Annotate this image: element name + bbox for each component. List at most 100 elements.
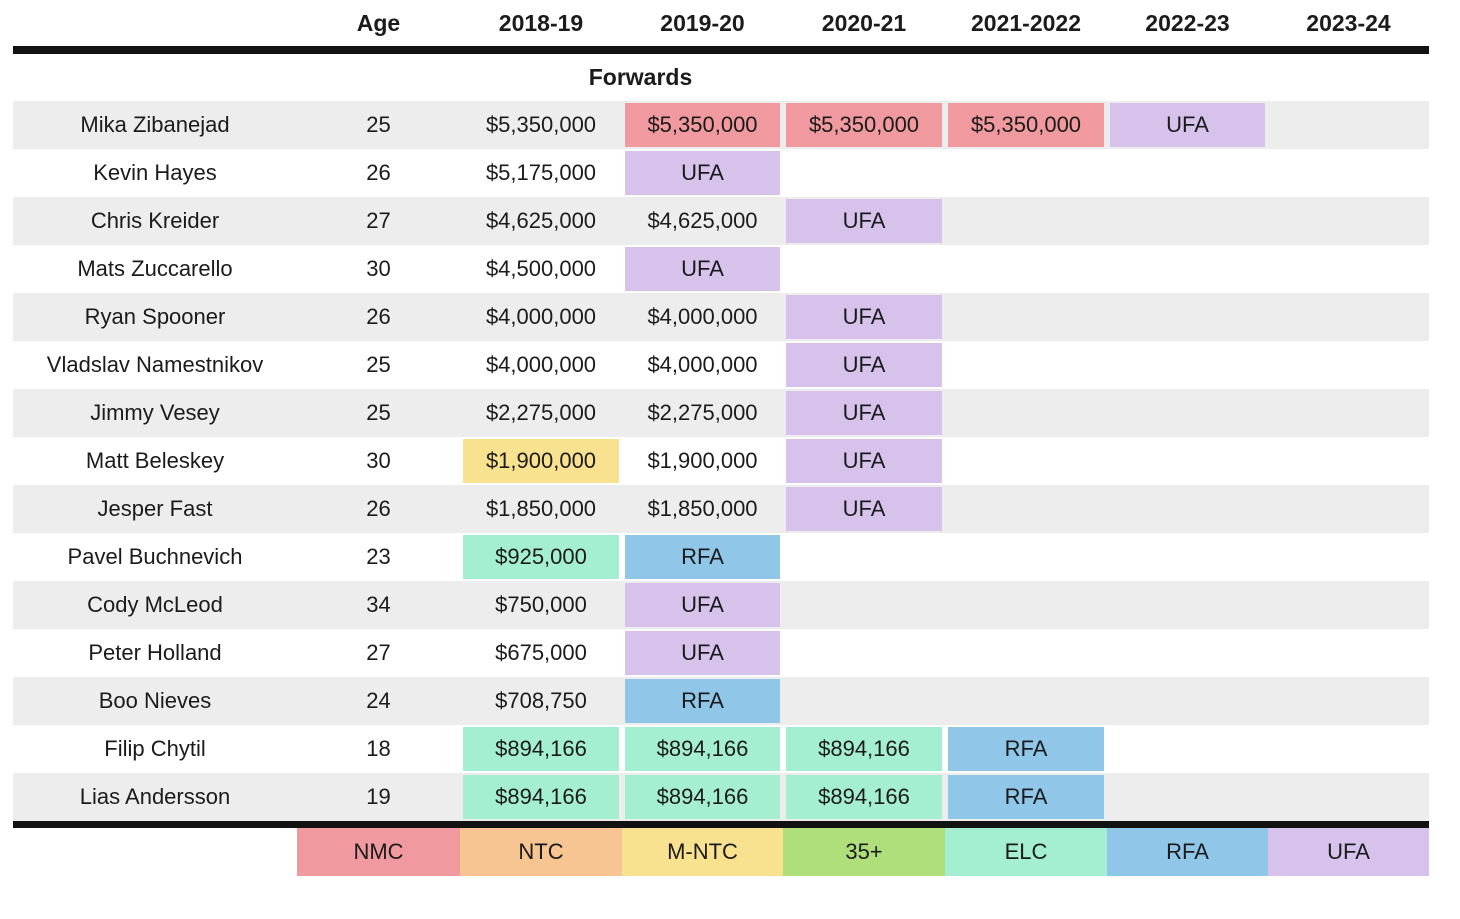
legend-item: M-NTC	[622, 828, 783, 876]
contract-cell: $4,625,000	[622, 197, 783, 245]
player-row: Cody McLeod 34 $750,000 UFA	[13, 581, 1429, 629]
contract-value: $4,500,000	[485, 256, 597, 281]
contract-cell: UFA	[783, 389, 945, 437]
section-row: Forwards	[13, 50, 1429, 101]
player-row: Vladslav Namestnikov 25 $4,000,000 $4,000,0…	[13, 341, 1429, 389]
player-age: 30	[366, 448, 391, 473]
contract-value: $925,000	[463, 535, 619, 579]
contract-cell: $1,900,000	[460, 437, 622, 485]
contract-cell: $5,350,000	[783, 101, 945, 149]
contract-cell: UFA	[622, 149, 783, 197]
player-row: Kevin Hayes 26 $5,175,000 UFA	[13, 149, 1429, 197]
contract-value: $894,166	[786, 727, 942, 771]
player-age: 25	[366, 352, 391, 377]
player-age: 26	[366, 496, 391, 521]
contract-cell	[1268, 485, 1429, 533]
contract-cell: $894,166	[460, 725, 622, 773]
player-row: Pavel Buchnevich 23 $925,000 RFA	[13, 533, 1429, 581]
contract-cell	[1268, 389, 1429, 437]
player-name: Chris Kreider	[90, 208, 220, 233]
contract-cell	[945, 629, 1107, 677]
status-pill: UFA	[786, 391, 942, 435]
contract-cell	[1107, 485, 1268, 533]
contract-cell: UFA	[1107, 101, 1268, 149]
contract-cell	[1268, 293, 1429, 341]
player-row: Chris Kreider 27 $4,625,000 $4,625,000 UFA	[13, 197, 1429, 245]
player-age: 27	[366, 208, 391, 233]
contract-cell	[1268, 629, 1429, 677]
contract-cell	[783, 677, 945, 725]
column-header: Age	[297, 0, 460, 54]
contract-cell	[783, 581, 945, 629]
contract-cell: $4,625,000	[460, 197, 622, 245]
status-pill: UFA	[625, 151, 780, 195]
legend-cell: 35+	[783, 825, 945, 876]
player-age: 30	[366, 256, 391, 281]
contract-value: $675,000	[495, 640, 587, 665]
contract-cell	[1107, 245, 1268, 293]
contract-cell: UFA	[622, 581, 783, 629]
contract-cell	[1268, 149, 1429, 197]
contract-cell: $750,000	[460, 581, 622, 629]
contract-value: $1,900,000	[463, 439, 619, 483]
contract-cell	[783, 149, 945, 197]
contract-cell	[1268, 773, 1429, 828]
contract-cell	[1107, 725, 1268, 773]
legend-cell: ELC	[945, 825, 1107, 876]
player-row: Mika Zibanejad 25 $5,350,000 $5,350,000 $5,3…	[13, 101, 1429, 149]
status-pill: UFA	[1110, 103, 1265, 147]
contract-cell: $2,275,000	[460, 389, 622, 437]
player-name: Jesper Fast	[97, 496, 213, 521]
player-name: Vladslav Namestnikov	[46, 352, 264, 377]
column-header: 2019-20	[622, 0, 783, 54]
status-pill: UFA	[786, 487, 942, 531]
contract-cell: RFA	[945, 725, 1107, 773]
contract-cell	[1107, 581, 1268, 629]
player-name: Ryan Spooner	[84, 304, 226, 329]
player-age: 25	[366, 400, 391, 425]
contract-cell: $4,000,000	[622, 293, 783, 341]
legend-item: NMC	[297, 828, 460, 876]
contract-cell: $4,000,000	[460, 293, 622, 341]
contract-cell	[1268, 341, 1429, 389]
player-name: Boo Nieves	[98, 688, 212, 713]
contract-cell: RFA	[622, 677, 783, 725]
status-pill: RFA	[948, 727, 1104, 771]
contract-cell	[1268, 101, 1429, 149]
player-age: 18	[366, 736, 391, 761]
contract-cell: $1,850,000	[622, 485, 783, 533]
contract-cell: RFA	[945, 773, 1107, 828]
contract-cell: UFA	[783, 197, 945, 245]
players-body: Mika Zibanejad 25 $5,350,000 $5,350,000 $5,3…	[13, 101, 1429, 828]
player-name: Mika Zibanejad	[80, 112, 230, 137]
contract-cell: $2,275,000	[622, 389, 783, 437]
contract-cell	[945, 485, 1107, 533]
legend-item: NTC	[460, 828, 622, 876]
contract-cell	[1268, 245, 1429, 293]
player-name: Lias Andersson	[13, 773, 297, 828]
player-name: Pavel Buchnevich	[67, 544, 243, 569]
player-name: Filip Chytil	[104, 736, 206, 761]
contract-value: $708,750	[495, 688, 587, 713]
contract-cell	[945, 197, 1107, 245]
cap-table: Age 2018-19 2019-20 2020-21 2021-2022 2022-23…	[13, 0, 1429, 876]
legend-item: RFA	[1107, 828, 1268, 876]
contract-cell: $894,166	[783, 725, 945, 773]
contract-value: $894,166	[463, 727, 619, 771]
contract-value: $894,166	[625, 775, 780, 818]
contract-cell: $1,900,000	[622, 437, 783, 485]
contract-cell	[783, 245, 945, 293]
contract-cell	[1268, 197, 1429, 245]
contract-cell: $5,350,000	[945, 101, 1107, 149]
contract-value: $1,850,000	[485, 496, 597, 521]
contract-cell	[1107, 293, 1268, 341]
contract-value: $5,175,000	[485, 160, 597, 185]
player-row: Boo Nieves 24 $708,750 RFA	[13, 677, 1429, 725]
legend-cell: NTC	[460, 825, 622, 876]
legend-cell: M-NTC	[622, 825, 783, 876]
contract-value: $2,275,000	[485, 400, 597, 425]
section-spacer	[1268, 50, 1429, 101]
contract-value: $5,350,000	[948, 103, 1104, 147]
contract-cell	[1107, 677, 1268, 725]
